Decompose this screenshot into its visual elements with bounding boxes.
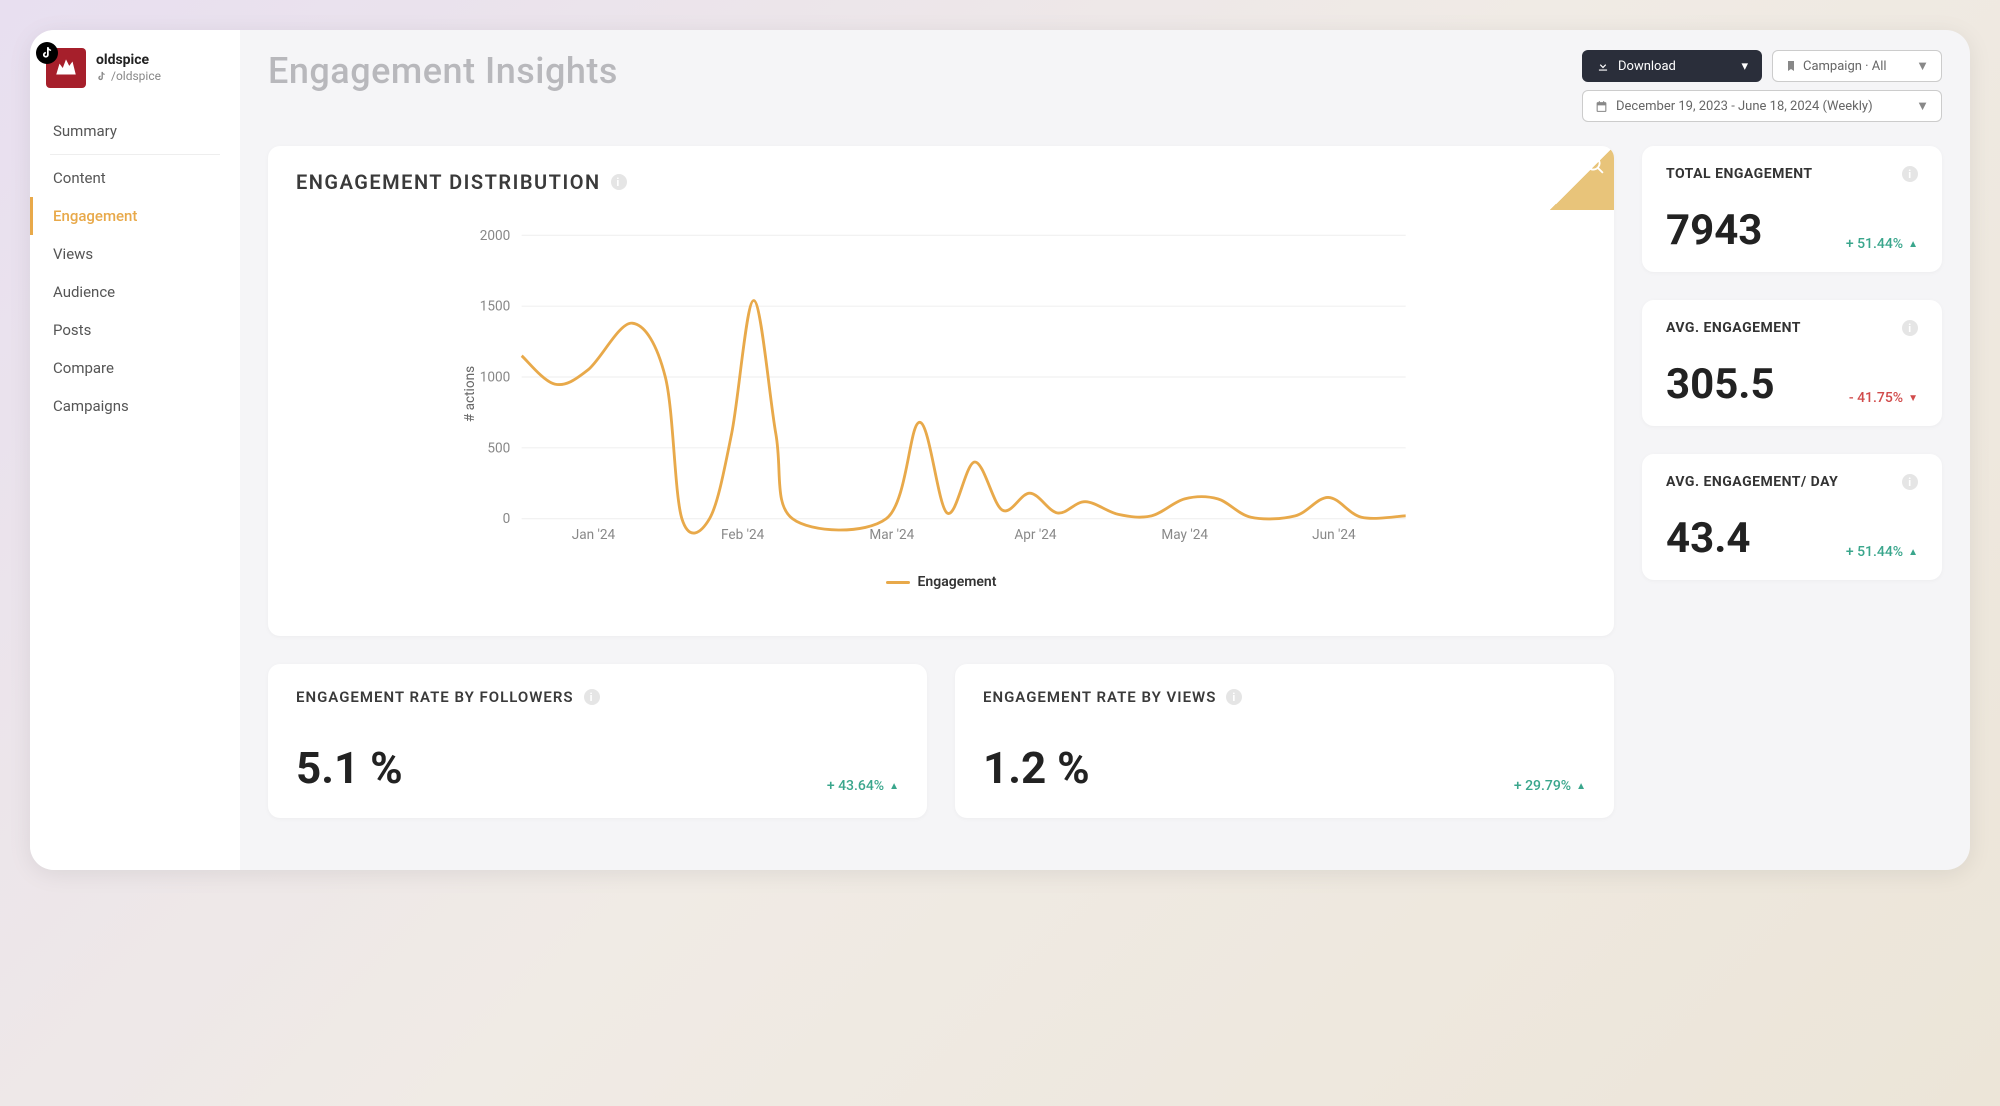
rate-followers-delta: + 43.64%▲ [827,778,899,794]
legend-label: Engagement [918,574,997,590]
avg-engagement-value: 305.5 [1666,364,1775,406]
svg-text:May '24: May '24 [1161,527,1208,543]
sidebar-item-views[interactable]: Views [30,235,240,273]
brand-handle: /oldspice [96,69,161,83]
sidebar-item-content[interactable]: Content [30,159,240,197]
avg-engagement-title: AVG. ENGAGEMENT [1666,320,1801,336]
brand-block: oldspice /oldspice [30,48,240,104]
download-label: Download [1618,59,1676,74]
chart-legend: Engagement [296,574,1586,590]
avg-engagement-day-card: AVG. ENGAGEMENT/ DAY i 43.4 + 51.44%▲ [1642,454,1942,580]
content-grid: ENGAGEMENT DISTRIBUTION i # actions 0 500… [268,146,1942,818]
info-icon[interactable]: i [1902,320,1918,336]
calendar-icon [1595,100,1608,113]
campaign-select[interactable]: Campaign · All ▼ [1772,50,1942,82]
rate-by-views-card: ENGAGEMENT RATE BY VIEWS i 1.2 % + 29.79… [955,664,1614,818]
download-icon [1596,59,1610,73]
tiktok-badge-icon [36,42,58,64]
svg-text:0: 0 [503,511,511,527]
rate-views-title: ENGAGEMENT RATE BY VIEWS [983,688,1216,706]
svg-text:Feb '24: Feb '24 [721,527,765,543]
download-button[interactable]: Download ▾ [1582,50,1762,82]
svg-text:Jan '24: Jan '24 [572,527,616,543]
svg-text:1500: 1500 [480,299,511,315]
date-range-select[interactable]: December 19, 2023 - June 18, 2024 (Weekl… [1582,90,1942,122]
rate-cards-row: ENGAGEMENT RATE BY FOLLOWERS i 5.1 % + 4… [268,664,1614,818]
brand-name: oldspice [96,52,161,69]
rate-views-value: 1.2 % [983,742,1090,794]
svg-text:Apr '24: Apr '24 [1014,527,1056,543]
avg-engagement-day-delta: + 51.44%▲ [1846,544,1918,560]
chart-title: ENGAGEMENT DISTRIBUTION [296,170,601,194]
legend-swatch [886,581,910,584]
info-icon[interactable]: i [1226,689,1242,705]
sidebar-item-engagement[interactable]: Engagement [30,197,240,235]
app-shell: oldspice /oldspice Summary Content Engag… [30,30,1970,870]
brand-handle-text: /oldspice [111,69,161,83]
rate-by-followers-card: ENGAGEMENT RATE BY FOLLOWERS i 5.1 % + 4… [268,664,927,818]
magnify-icon [1584,154,1606,176]
svg-text:2000: 2000 [480,228,511,244]
chevron-down-icon: ▼ [1916,58,1929,74]
top-controls: Download ▾ Campaign · All ▼ [1582,50,1942,122]
svg-text:Jun '24: Jun '24 [1312,527,1356,543]
sidebar-nav: Summary Content Engagement Views Audienc… [30,104,240,433]
stats-column: TOTAL ENGAGEMENT i 7943 + 51.44%▲ AVG. E… [1642,146,1942,580]
chart-area: # actions 0 500 1000 1500 2000 Jan '24 Feb '2… [296,224,1586,590]
y-axis-label: # actions [462,366,478,422]
info-icon[interactable]: i [1902,166,1918,182]
rate-views-delta: + 29.79%▲ [1514,778,1586,794]
campaign-label: Campaign · All [1803,59,1887,74]
date-range-label: December 19, 2023 - June 18, 2024 (Weekl… [1616,99,1873,114]
sidebar-item-campaigns[interactable]: Campaigns [30,387,240,425]
bookmark-icon [1785,60,1797,72]
sidebar-item-summary[interactable]: Summary [30,112,240,150]
main-content: Engagement Insights Download ▾ Campaign … [240,30,1970,870]
tiktok-icon [96,71,107,82]
avg-engagement-delta: - 41.75%▼ [1849,390,1918,406]
nav-divider [50,154,220,155]
info-icon[interactable]: i [611,174,627,190]
rate-followers-value: 5.1 % [296,742,403,794]
total-engagement-title: TOTAL ENGAGEMENT [1666,166,1813,182]
svg-text:Mar '24: Mar '24 [869,527,914,543]
total-engagement-value: 7943 [1666,210,1762,252]
info-icon[interactable]: i [1902,474,1918,490]
svg-text:1000: 1000 [480,370,511,386]
page-title: Engagement Insights [268,50,618,92]
chevron-down-icon: ▼ [1916,98,1929,114]
sidebar: oldspice /oldspice Summary Content Engag… [30,30,240,870]
line-chart: # actions 0 500 1000 1500 2000 Jan '24 Feb '2… [296,224,1586,564]
svg-text:500: 500 [487,440,510,456]
engagement-distribution-card: ENGAGEMENT DISTRIBUTION i # actions 0 500… [268,146,1614,636]
rate-followers-title: ENGAGEMENT RATE BY FOLLOWERS [296,688,574,706]
avg-engagement-card: AVG. ENGAGEMENT i 305.5 - 41.75%▼ [1642,300,1942,426]
info-icon[interactable]: i [584,689,600,705]
chart-title-row: ENGAGEMENT DISTRIBUTION i [296,170,1586,194]
topbar: Engagement Insights Download ▾ Campaign … [268,50,1942,122]
avg-engagement-day-title: AVG. ENGAGEMENT/ DAY [1666,474,1838,490]
sidebar-item-audience[interactable]: Audience [30,273,240,311]
sidebar-item-compare[interactable]: Compare [30,349,240,387]
expand-chart-button[interactable] [1550,146,1614,210]
total-engagement-card: TOTAL ENGAGEMENT i 7943 + 51.44%▲ [1642,146,1942,272]
sidebar-item-posts[interactable]: Posts [30,311,240,349]
avg-engagement-day-value: 43.4 [1666,518,1750,560]
total-engagement-delta: + 51.44%▲ [1846,236,1918,252]
chevron-down-icon: ▾ [1741,59,1748,74]
